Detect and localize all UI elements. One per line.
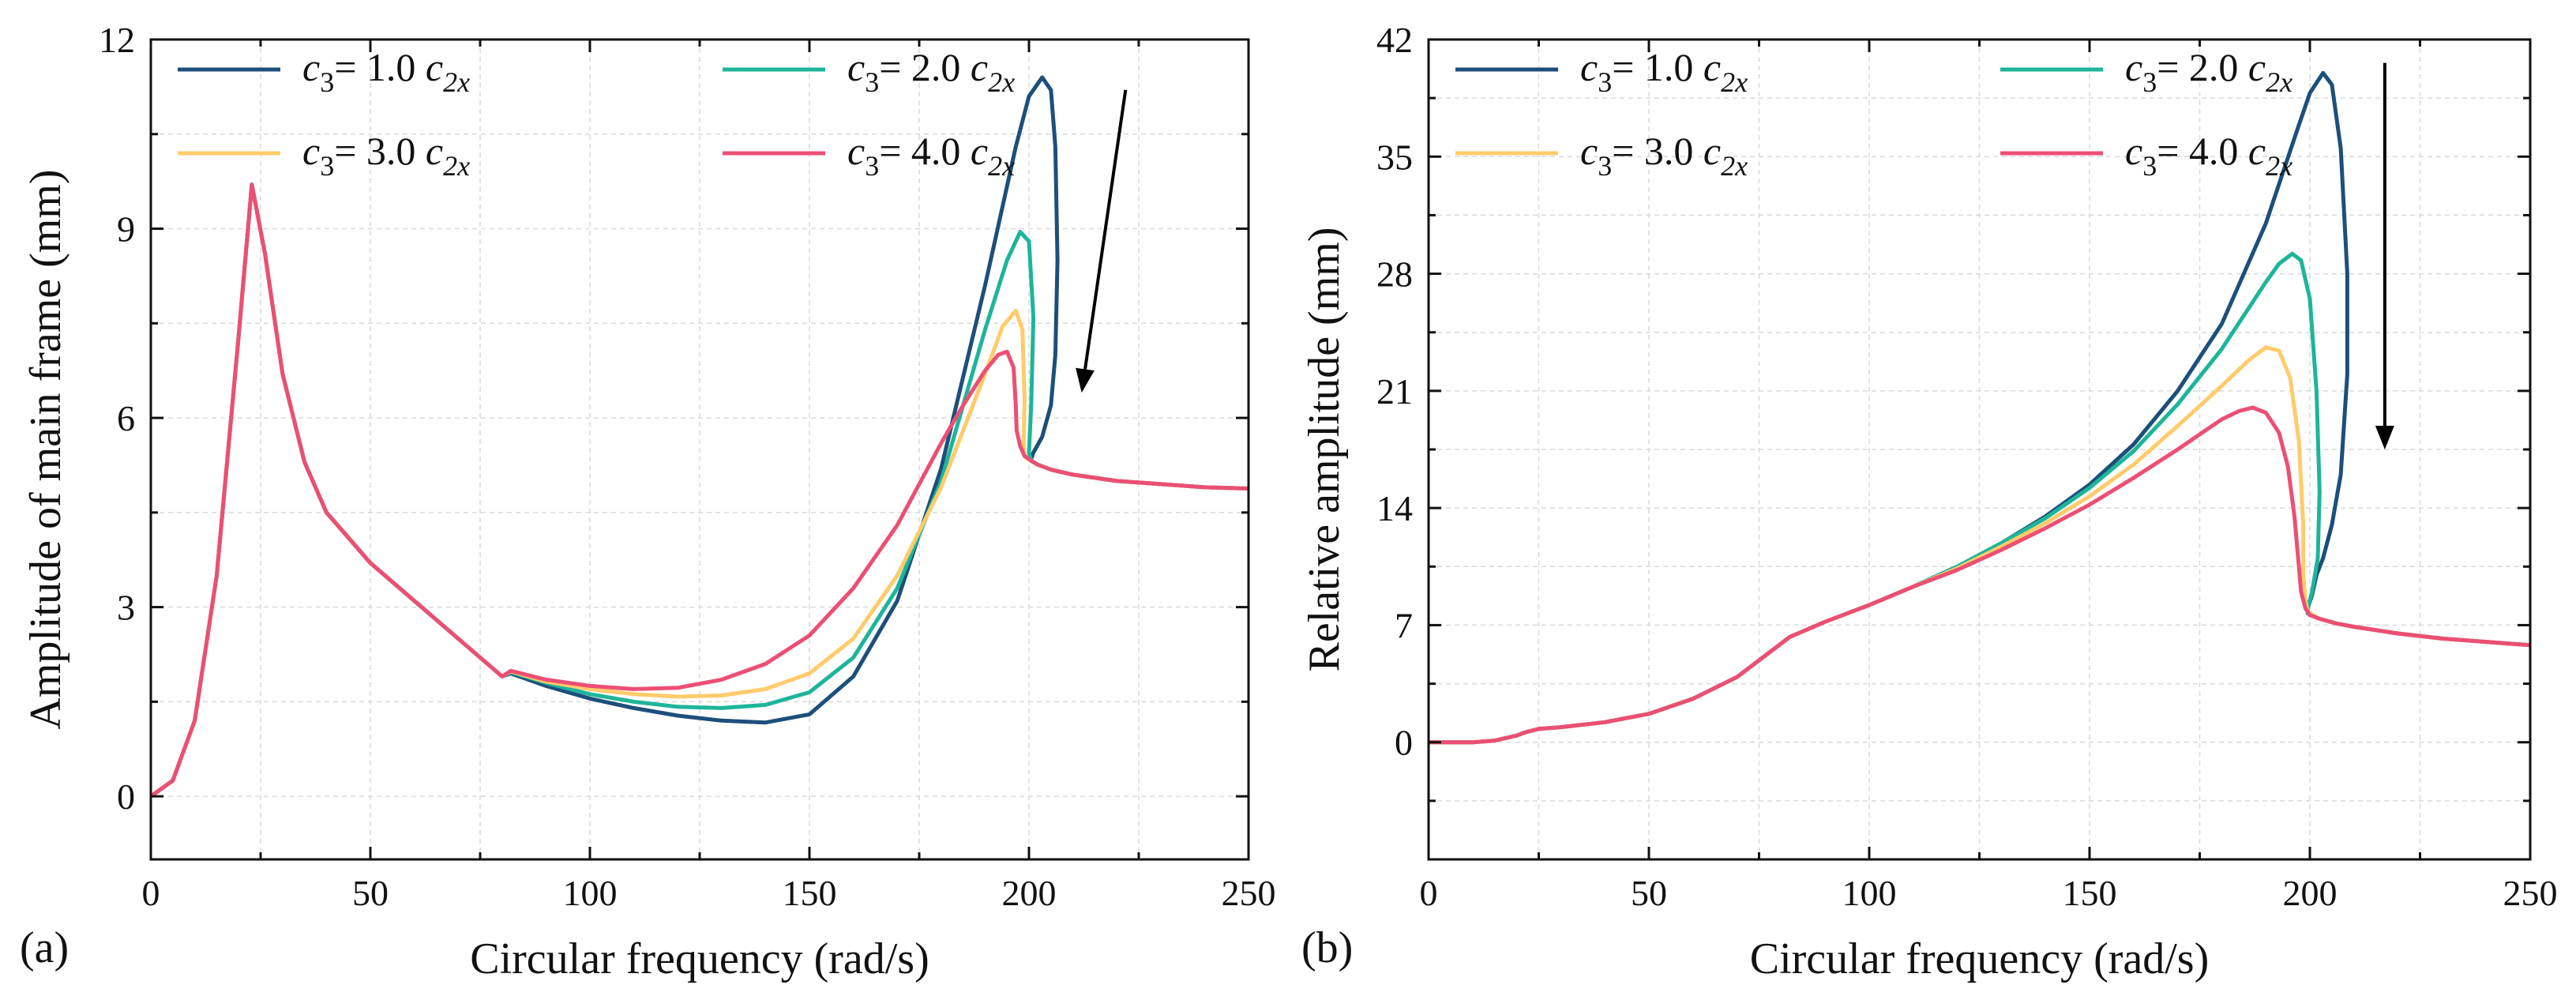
chart-b-y-tick-label: 35 <box>1376 137 1413 177</box>
chart-a-legend: c3= 1.0 c2x c3= 2.0 c2x c3= 3.0 c2x c3= 4.0… <box>178 45 1015 182</box>
chart-a-y-tick-label: 0 <box>117 776 135 817</box>
chart-b-y-tick-label: 0 <box>1395 723 1413 763</box>
chart-b-y-axis-title: Relative amplitude (mm) <box>1300 227 1349 672</box>
chart-a-legend-item-1: c3= 1.0 c2x <box>178 45 470 98</box>
chart-a-x-tick-label: 150 <box>783 873 837 913</box>
chart-b-grid <box>1429 39 2530 859</box>
chart-b-legend-item-3: c3= 3.0 c2x <box>1455 129 1748 182</box>
chart-b-legend-label: c3= 2.0 c2x <box>2125 45 2292 98</box>
chart-b-x-axis: 0 50 100 150 200 250 <box>1420 39 2558 913</box>
chart-b-legend: c3= 1.0 c2x c3= 2.0 c2x c3= 3.0 c2x c3= 4.0… <box>1455 45 2292 182</box>
chart-b-legend-label: c3= 1.0 c2x <box>1580 45 1748 98</box>
chart-a-y-tick-label: 3 <box>117 588 135 628</box>
chart-b-arrow-annotation <box>2375 62 2394 449</box>
chart-a-x-tick-label: 200 <box>1002 873 1057 913</box>
chart-b-legend-item-4: c3= 4.0 c2x <box>2000 129 2292 182</box>
chart-b-y-tick-label: 7 <box>1395 605 1413 645</box>
chart-a-legend-item-3: c3= 3.0 c2x <box>178 129 470 182</box>
chart-b-x-tick-label: 250 <box>2503 873 2558 913</box>
chart-a-legend-item-2: c3= 2.0 c2x <box>723 45 1015 98</box>
chart-a-series-line-4 <box>151 182 1249 799</box>
chart-b-legend-item-1: c3= 1.0 c2x <box>1455 45 1748 98</box>
chart-b-series-line-4 <box>1429 405 2530 745</box>
chart-a-panel-label: (a) <box>20 923 69 972</box>
chart-a-arrow-annotation <box>1076 89 1128 393</box>
chart-a-y-axis: 0 3 6 9 12 <box>99 20 1249 817</box>
chart-a-legend-item-4: c3= 4.0 c2x <box>723 129 1015 182</box>
chart-b-y-tick-label: 14 <box>1376 488 1413 528</box>
chart-a-x-tick-label: 100 <box>563 873 618 913</box>
chart-b-x-tick-label: 150 <box>2063 873 2117 913</box>
chart-b-y-tick-label: 42 <box>1376 20 1413 60</box>
chart-a-y-tick-label: 9 <box>117 209 135 250</box>
chart-panel-b: 0 50 100 150 200 250 0 7 14 21 28 35 42 Circular freq… <box>1300 20 2558 983</box>
chart-a-legend-label: c3= 1.0 c2x <box>302 45 470 98</box>
chart-a-y-axis-title: Amplitude of main frame (mm) <box>21 169 70 729</box>
chart-a-legend-label: c3= 4.0 c2x <box>847 129 1015 182</box>
chart-b-x-tick-label: 0 <box>1420 873 1438 913</box>
chart-a-legend-label: c3= 2.0 c2x <box>847 45 1015 98</box>
chart-b-legend-label: c3= 4.0 c2x <box>2125 129 2292 182</box>
chart-b-panel-label: (b) <box>1301 923 1353 972</box>
chart-a-x-tick-label: 250 <box>1222 873 1276 913</box>
chart-a-legend-label: c3= 3.0 c2x <box>302 129 470 182</box>
chart-panel-a: 0 50 100 150 200 250 0 3 6 9 12 Circular frequency … <box>20 20 1276 983</box>
chart-b-legend-item-2: c3= 2.0 c2x <box>2000 45 2292 98</box>
chart-b-x-tick-label: 100 <box>1842 873 1897 913</box>
chart-a-x-tick-label: 0 <box>142 873 160 913</box>
chart-a-y-tick-label: 12 <box>99 20 135 60</box>
chart-b-x-tick-label: 200 <box>2283 873 2338 913</box>
chart-a-x-tick-label: 50 <box>352 873 389 913</box>
chart-a-y-tick-label: 6 <box>117 398 135 438</box>
chart-a-series-group <box>151 75 1249 799</box>
chart-a-series-line-1 <box>151 75 1249 799</box>
chart-b-series-group <box>1429 70 2530 745</box>
chart-b-x-axis-title: Circular frequency (rad/s) <box>1750 934 2210 983</box>
chart-b-y-tick-label: 28 <box>1376 254 1413 295</box>
chart-b-y-axis: 0 7 14 21 28 35 42 <box>1376 20 2530 861</box>
chart-b-legend-label: c3= 3.0 c2x <box>1580 129 1748 182</box>
chart-a-x-axis: 0 50 100 150 200 250 <box>142 39 1276 913</box>
chart-a-x-axis-title: Circular frequency (rad/s) <box>470 934 929 983</box>
chart-b-y-tick-label: 21 <box>1376 371 1413 412</box>
chart-b-x-tick-label: 50 <box>1631 873 1667 913</box>
